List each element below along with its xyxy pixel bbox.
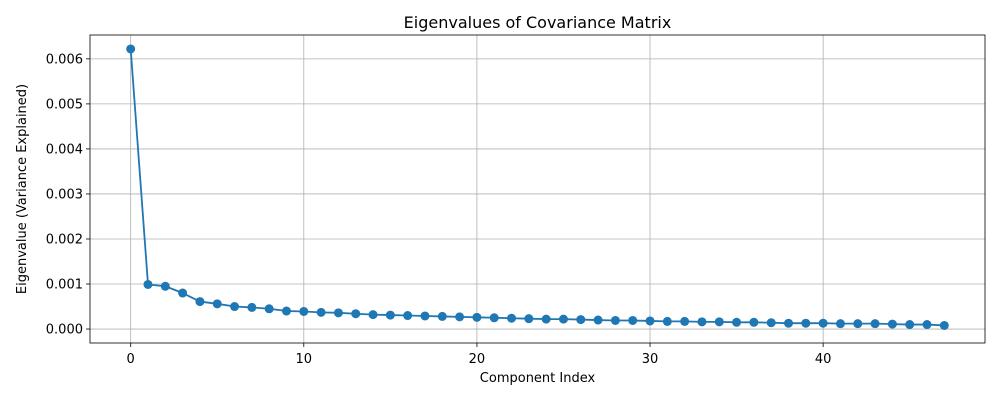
data-point (489, 313, 499, 323)
data-point (905, 320, 915, 330)
data-point (178, 288, 188, 298)
data-point (143, 279, 153, 289)
x-tick-label: 20 (469, 352, 486, 367)
x-tick-label: 0 (127, 352, 135, 367)
data-point (299, 306, 309, 316)
plot-frame (89, 34, 986, 344)
data-point (524, 314, 534, 324)
data-point (316, 307, 326, 317)
data-point (610, 315, 620, 325)
y-tick-label: 0.003 (46, 187, 83, 202)
x-tick-label: 40 (815, 352, 832, 367)
data-point (732, 317, 742, 327)
data-point (333, 308, 343, 318)
tick-layer: 0 10 20 30 40 0.000 0.001 0.002 0.003 0.004 0.005 0… (46, 52, 832, 367)
x-tick-label: 30 (642, 352, 659, 367)
data-point (853, 319, 863, 329)
data-point (835, 319, 845, 329)
data-point (749, 317, 759, 327)
data-point (714, 317, 724, 327)
data-point (887, 319, 897, 329)
data-point (662, 316, 672, 326)
data-point (247, 302, 257, 312)
data-point (697, 317, 707, 327)
y-tick-label: 0.002 (46, 232, 83, 247)
data-point (766, 318, 776, 328)
y-tick-label: 0.004 (46, 142, 83, 157)
data-point (680, 316, 690, 326)
y-axis-label: Eigenvalue (Variance Explained) (15, 84, 30, 294)
data-point (818, 318, 828, 328)
data-point (576, 315, 586, 325)
x-axis-label: Component Index (480, 371, 596, 386)
y-tick-label: 0.006 (46, 52, 83, 67)
y-tick-label: 0.005 (46, 97, 83, 112)
x-tick-label: 10 (296, 352, 313, 367)
data-point (437, 311, 447, 321)
data-point (230, 302, 240, 312)
data-point (784, 318, 794, 328)
series-layer (126, 44, 949, 330)
data-point (472, 312, 482, 322)
data-point (420, 311, 430, 321)
data-point (281, 306, 291, 316)
data-point (403, 311, 413, 321)
grid-layer (90, 35, 985, 343)
data-point (870, 319, 880, 329)
data-point (507, 313, 517, 323)
data-point (801, 318, 811, 328)
y-tick-label: 0.001 (46, 278, 83, 293)
data-point (593, 315, 603, 325)
data-point (126, 44, 136, 54)
data-point (455, 312, 465, 322)
y-tick-label: 0.000 (46, 323, 83, 338)
data-point (628, 315, 638, 325)
chart-title: Eigenvalues of Covariance Matrix (404, 13, 672, 32)
data-point (351, 309, 361, 319)
data-point (922, 320, 932, 330)
data-point (212, 299, 222, 309)
data-point (939, 320, 949, 330)
data-point (385, 310, 395, 320)
data-point (558, 314, 568, 324)
data-point (541, 314, 551, 324)
data-point (264, 304, 274, 314)
data-point (195, 297, 205, 307)
data-point (160, 281, 170, 291)
data-point (368, 310, 378, 320)
data-point (645, 316, 655, 326)
